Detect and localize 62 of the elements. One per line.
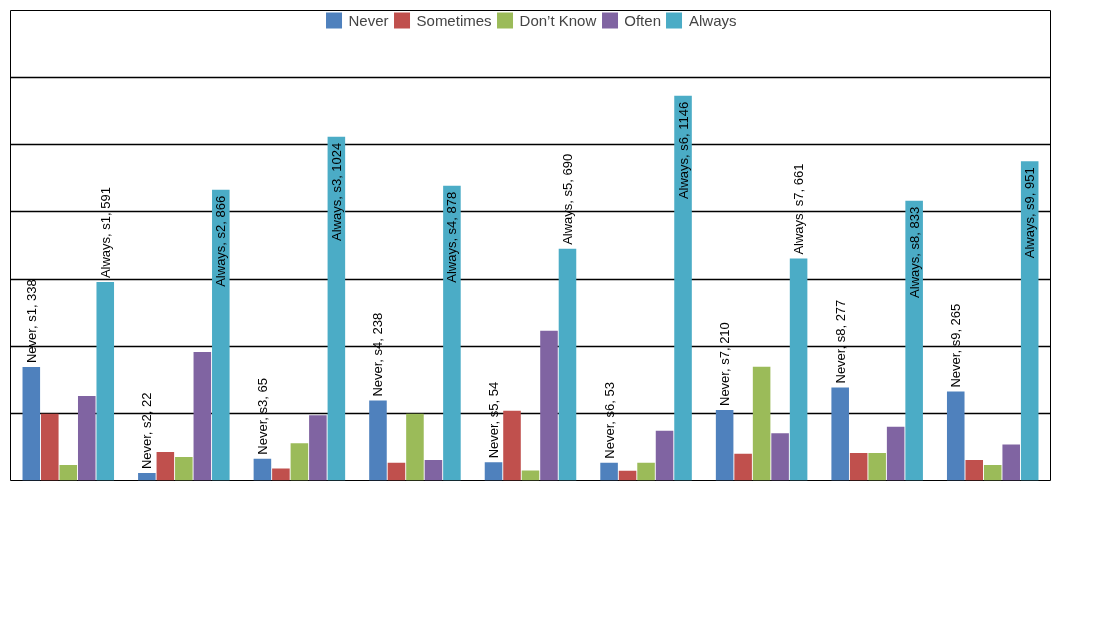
- bar: [983, 465, 1002, 481]
- bar: [77, 395, 96, 481]
- bar: [637, 462, 655, 481]
- data-label: Never, s8, 277: [832, 299, 848, 384]
- bar: [789, 258, 808, 481]
- data-label: Always, s1, 591: [97, 187, 113, 279]
- data-label: Never, s1, 338: [23, 279, 39, 364]
- bar: [59, 465, 78, 481]
- legend-label: Sometimes: [416, 11, 492, 29]
- data-label: Never, s9, 265: [948, 303, 964, 388]
- data-label: Always, s5, 690: [559, 153, 575, 245]
- bar: [655, 430, 674, 481]
- bar: [41, 413, 59, 481]
- bar: [253, 458, 272, 481]
- legend-label: Never: [348, 11, 389, 29]
- bar: [424, 460, 443, 481]
- bar: [715, 410, 734, 481]
- data-label: Always, s2, 866: [213, 195, 229, 287]
- bar: [905, 200, 923, 481]
- bar: [600, 462, 618, 481]
- bar: [96, 282, 115, 481]
- data-label: Never, s7, 210: [717, 322, 733, 406]
- bar: [193, 351, 212, 481]
- data-label: Always, s9, 951: [1022, 167, 1038, 259]
- data-label: Never, s2, 22: [139, 392, 155, 470]
- bar: [674, 95, 692, 481]
- bar: [369, 400, 387, 481]
- legend-label: Often: [624, 11, 661, 29]
- bar: [309, 415, 327, 481]
- bar: [175, 457, 193, 481]
- bar: [521, 470, 540, 481]
- bar: [272, 468, 290, 481]
- data-label: Always, s6, 1146: [675, 101, 691, 200]
- bar: [484, 462, 503, 481]
- bar: [868, 452, 886, 481]
- data-label: Always, s3, 1024: [328, 142, 344, 241]
- bar: [965, 460, 984, 481]
- legend-label: Don’t Know: [519, 11, 597, 29]
- bar: [752, 366, 771, 481]
- bar: [886, 426, 905, 481]
- data-label: Always, s4, 878: [444, 191, 460, 283]
- bar: [771, 433, 789, 481]
- bar: [831, 387, 849, 481]
- bar: [946, 391, 965, 481]
- bar: [734, 453, 752, 481]
- bar: [212, 189, 230, 481]
- data-label: Always, s7, 661: [791, 163, 807, 255]
- data-label: Always, s8, 833: [906, 206, 922, 298]
- bar: [503, 410, 521, 481]
- bar: [443, 185, 461, 481]
- bar: [138, 473, 156, 481]
- bar: [156, 451, 175, 481]
- bar: [387, 462, 406, 481]
- bar: [1002, 444, 1020, 481]
- bar: [849, 452, 868, 481]
- bar: [558, 248, 577, 481]
- bar: [290, 443, 309, 481]
- bar: [406, 413, 424, 481]
- legend-label: Always: [688, 11, 737, 29]
- data-label: Never, s3, 65: [254, 378, 270, 455]
- bar: [540, 330, 558, 481]
- bar: [22, 367, 41, 481]
